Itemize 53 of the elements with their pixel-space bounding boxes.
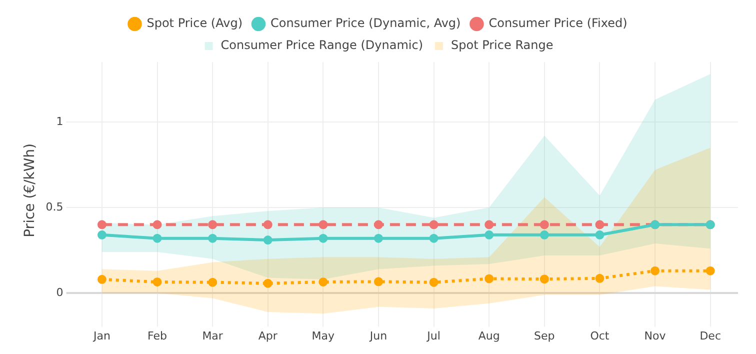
point <box>318 234 328 243</box>
point <box>374 234 383 243</box>
point <box>152 277 162 286</box>
legend-label: Spot Price Range <box>451 38 554 52</box>
point <box>97 274 106 284</box>
y-tick-label: 1 <box>56 114 64 128</box>
x-tick-label: May <box>312 329 336 342</box>
x-tick-label: Jul <box>426 329 440 342</box>
point <box>429 234 438 243</box>
y-tick-label: 0 <box>56 286 64 299</box>
point <box>263 220 272 230</box>
point <box>595 220 604 230</box>
point <box>595 230 604 240</box>
point <box>318 277 328 286</box>
point <box>706 266 715 276</box>
x-tick-label: Sep <box>534 329 555 342</box>
x-tick-label: Dec <box>700 329 721 342</box>
y-tick-label: 0.5 <box>46 200 64 214</box>
point <box>540 230 549 240</box>
point <box>263 236 272 245</box>
point <box>97 220 106 230</box>
point <box>484 274 494 284</box>
x-tick-label: Apr <box>258 329 278 342</box>
point <box>208 234 218 243</box>
legend-label: Consumer Price (Dynamic, Avg) <box>270 16 461 30</box>
point <box>152 234 162 243</box>
legend-label: Spot Price (Avg) <box>146 16 243 30</box>
x-tick-label: Oct <box>590 329 610 342</box>
point <box>650 266 660 276</box>
x-tick-label: Jun <box>368 329 388 342</box>
point <box>540 220 549 230</box>
point <box>318 220 328 230</box>
point <box>484 230 494 240</box>
point <box>484 220 494 230</box>
point <box>540 274 549 284</box>
x-tick-label: Jan <box>92 329 110 342</box>
x-tick-label: Aug <box>478 329 500 342</box>
point <box>263 278 272 288</box>
x-tick-label: Mar <box>202 329 224 342</box>
point <box>374 277 383 286</box>
point <box>97 230 106 240</box>
point <box>208 220 218 230</box>
point <box>595 274 604 283</box>
legend-label: Consumer Price (Fixed) <box>488 16 628 30</box>
y-axis-title: Price (€/kWh) <box>22 143 38 238</box>
point <box>208 278 218 287</box>
point <box>429 220 438 230</box>
point <box>429 278 438 287</box>
legend-label: Consumer Price Range (Dynamic) <box>220 38 424 52</box>
x-tick-label: Nov <box>644 329 666 342</box>
point <box>374 220 383 230</box>
point <box>152 220 162 230</box>
x-tick-label: Feb <box>148 329 168 342</box>
